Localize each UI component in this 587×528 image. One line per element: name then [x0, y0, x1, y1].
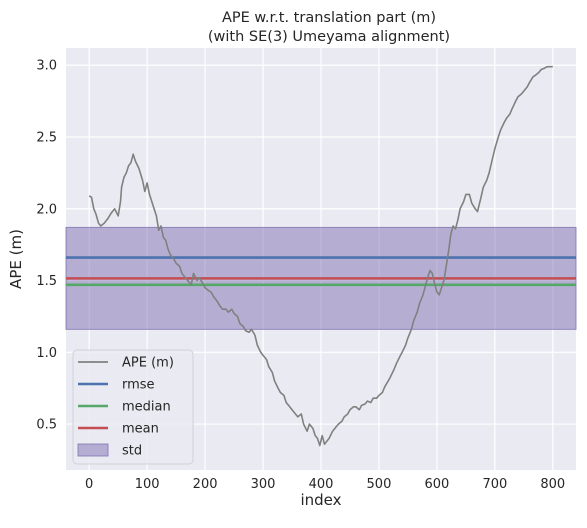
legend-swatch-std: [77, 443, 109, 457]
ape-series-layer: [88, 65, 553, 447]
y-axis-label: APE (m): [7, 229, 25, 289]
y-tick-label-5: 3.0: [36, 59, 57, 74]
x-tick-label-1: 100: [135, 477, 160, 492]
legend-label-4: std: [122, 444, 142, 459]
ape-line: [88, 65, 553, 447]
legend-box: [72, 349, 194, 465]
statistic-lines: [66, 256, 576, 287]
y-tick-label-4: 2.5: [36, 130, 57, 145]
grid-lines: [66, 48, 576, 470]
legend: APE (m) rmse median mean std: [72, 349, 194, 465]
legend-label-3: mean: [122, 422, 159, 437]
y-tick-label-1: 1.0: [36, 346, 57, 361]
x-tick-label-8: 800: [540, 477, 565, 492]
chart-subtitle: (with SE(3) Umeyama alignment): [208, 29, 450, 45]
x-tick-label-3: 300: [251, 477, 276, 492]
legend-label-0: APE (m): [122, 356, 174, 371]
x-tick-label-0: 0: [85, 477, 93, 492]
x-tick-label-2: 200: [193, 477, 218, 492]
y-tick-labels: 0.5 1.0 1.5 2.0 2.5 3.0: [36, 59, 57, 433]
x-tick-label-4: 400: [309, 477, 334, 492]
y-tick-label-2: 1.5: [36, 274, 57, 289]
x-tick-label-6: 600: [424, 477, 449, 492]
y-tick-label-0: 0.5: [36, 418, 57, 433]
legend-label-2: median: [122, 400, 171, 415]
x-tick-label-5: 500: [367, 477, 392, 492]
x-tick-label-7: 700: [482, 477, 507, 492]
chart-title: APE w.r.t. translation part (m): [222, 10, 436, 26]
x-tick-labels: 0 100 200 300 400 500 600 700 800: [85, 477, 565, 492]
x-axis-label: index: [300, 491, 341, 509]
legend-label-1: rmse: [122, 378, 155, 393]
y-tick-label-3: 2.0: [36, 202, 57, 217]
